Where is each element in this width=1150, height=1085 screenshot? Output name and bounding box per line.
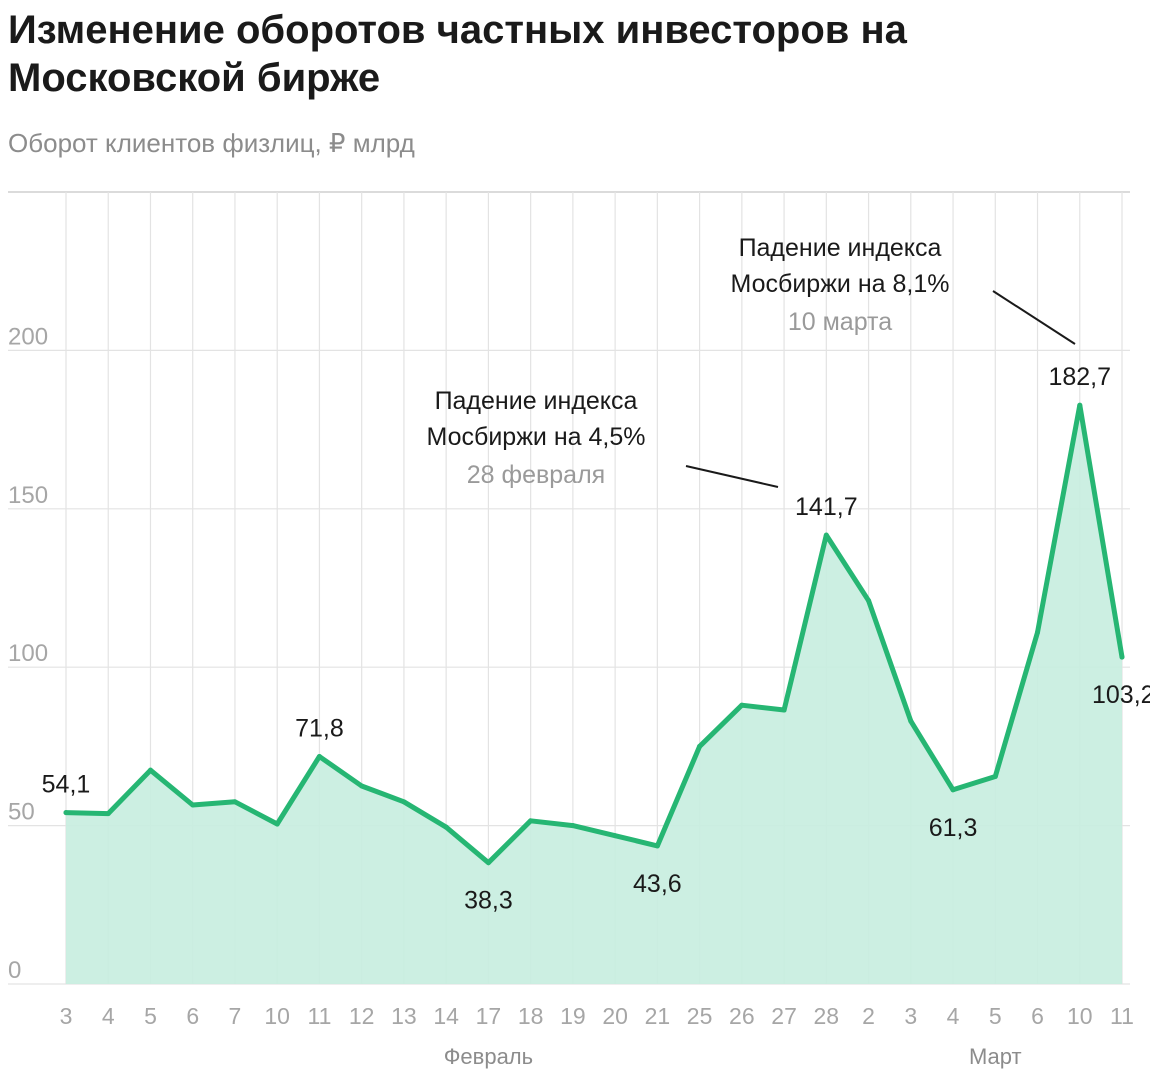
- data-point: [950, 787, 956, 793]
- x-tick-label: 25: [687, 1003, 713, 1029]
- annotation-text: Мосбиржи на 4,5%: [427, 423, 646, 451]
- data-point: [63, 810, 69, 816]
- x-tick-label: 3: [60, 1003, 73, 1029]
- data-label: 61,3: [929, 814, 978, 842]
- data-point: [1077, 402, 1083, 408]
- x-tick-label: 7: [229, 1003, 242, 1029]
- data-point: [316, 754, 322, 760]
- data-point: [190, 802, 196, 808]
- data-label: 43,6: [633, 870, 682, 898]
- data-point: [654, 843, 660, 849]
- data-label: 103,2: [1092, 681, 1150, 709]
- x-tick-label: 5: [989, 1003, 1002, 1029]
- data-point: [401, 799, 407, 805]
- annotation-leader: [685, 465, 779, 488]
- y-tick-label: 100: [8, 640, 48, 667]
- data-point: [443, 824, 449, 830]
- x-tick-label: 11: [1110, 1003, 1134, 1029]
- x-tick-label: 6: [186, 1003, 199, 1029]
- annotation-date: 28 февраля: [467, 461, 605, 489]
- data-point: [105, 811, 111, 817]
- month-label: Март: [969, 1044, 1022, 1069]
- x-tick-label: 27: [771, 1003, 797, 1029]
- x-tick-label: 12: [349, 1003, 375, 1029]
- annotation-date: 10 марта: [788, 308, 892, 336]
- x-tick-label: 19: [560, 1003, 586, 1029]
- data-point: [781, 707, 787, 713]
- x-tick-label: 14: [433, 1003, 459, 1029]
- annotation-text: Падение индекса: [435, 387, 638, 415]
- x-tick-label: 20: [602, 1003, 628, 1029]
- data-label: 182,7: [1048, 363, 1111, 391]
- data-point: [823, 532, 829, 538]
- x-tick-label: 18: [518, 1003, 544, 1029]
- data-point: [570, 823, 576, 829]
- y-tick-label: 200: [8, 323, 48, 350]
- annotation-text: Мосбиржи на 8,1%: [731, 270, 950, 298]
- data-label: 71,8: [295, 715, 344, 743]
- x-tick-label: 3: [904, 1003, 917, 1029]
- data-point: [612, 833, 618, 839]
- data-point: [992, 773, 998, 779]
- x-tick-label: 10: [1067, 1003, 1093, 1029]
- x-tick-label: 10: [264, 1003, 290, 1029]
- data-point: [528, 818, 534, 824]
- series-line: [63, 402, 1125, 866]
- month-label: Февраль: [444, 1044, 533, 1069]
- data-point: [866, 598, 872, 604]
- annotation-leader: [992, 290, 1076, 345]
- data-point: [1035, 629, 1041, 635]
- data-label: 38,3: [464, 887, 513, 915]
- annotation-text: Падение индекса: [739, 234, 942, 262]
- area-fill: [66, 405, 1122, 984]
- y-tick-label: 150: [8, 482, 48, 509]
- data-point: [485, 860, 491, 866]
- data-point: [697, 743, 703, 749]
- x-tick-label: 11: [307, 1003, 331, 1029]
- data-point: [359, 783, 365, 789]
- x-tick-label: 21: [645, 1003, 671, 1029]
- data-point: [739, 702, 745, 708]
- x-tick-label: 26: [729, 1003, 755, 1029]
- data-point: [908, 718, 914, 724]
- chart-subtitle: Оборот клиентов физлиц, ₽ млрд: [8, 128, 415, 158]
- data-label: 141,7: [795, 493, 858, 521]
- data-point: [232, 799, 238, 805]
- x-tick-label: 6: [1031, 1003, 1044, 1029]
- data-point: [1119, 654, 1125, 660]
- x-tick-label: 17: [476, 1003, 502, 1029]
- x-tick-label: 4: [947, 1003, 960, 1029]
- data-label: 54,1: [42, 771, 91, 799]
- y-tick-label: 50: [8, 799, 35, 826]
- x-tick-label: 2: [862, 1003, 875, 1029]
- x-tick-label: 28: [814, 1003, 840, 1029]
- x-tick-label: 13: [391, 1003, 417, 1029]
- chart-title: Изменение оборотов частных инвесторов на…: [8, 8, 907, 100]
- data-point: [147, 767, 153, 773]
- y-tick-label: 0: [8, 957, 21, 984]
- x-tick-label: 5: [144, 1003, 157, 1029]
- x-tick-label: 4: [102, 1003, 115, 1029]
- data-point: [274, 821, 280, 827]
